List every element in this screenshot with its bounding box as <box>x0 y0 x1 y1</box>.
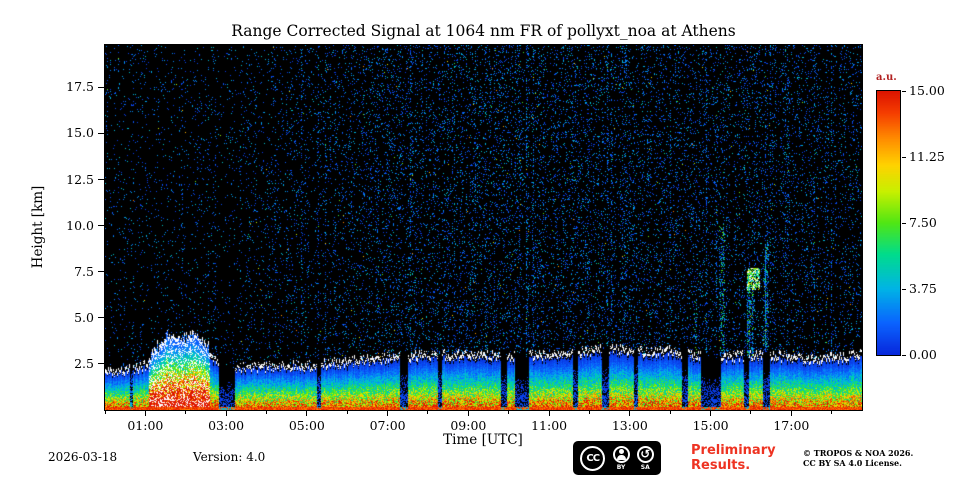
colorbar-tick-label: 7.50 <box>909 215 937 230</box>
share-alike-arrow-icon: ↺ <box>636 445 654 463</box>
y-tick-label: 15.0 <box>66 125 94 141</box>
x-tick-mark <box>790 411 792 416</box>
x-minor-tick-mark <box>185 411 187 414</box>
cc-sa-label: SA <box>640 463 650 471</box>
cc-sa-icon: ↺ SA <box>636 445 654 471</box>
colorbar-tick-mark <box>902 222 906 224</box>
x-tick-mark <box>629 411 631 416</box>
y-tick-mark <box>98 271 104 273</box>
colorbar-tick-label: 11.25 <box>909 149 945 164</box>
x-minor-tick-mark <box>346 411 348 414</box>
y-tick-label: 5.0 <box>74 309 94 325</box>
y-tick-mark <box>98 225 104 227</box>
x-tick-mark <box>710 411 712 416</box>
x-tick-label: 05:00 <box>288 418 325 433</box>
heatmap-canvas <box>104 44 863 411</box>
x-tick-mark <box>306 411 308 416</box>
y-tick-mark <box>98 86 104 88</box>
preliminary-line2: Results. <box>691 458 751 473</box>
preliminary-line1: Preliminary <box>691 443 776 458</box>
x-tick-mark <box>225 411 227 416</box>
y-tick-mark <box>98 179 104 181</box>
cc-icon-text: CC <box>586 452 600 464</box>
measurement-date: 2026-03-18 <box>48 450 118 464</box>
chart-title: Range Corrected Signal at 1064 nm FR of … <box>231 22 736 40</box>
x-minor-tick-mark <box>750 411 752 414</box>
colorbar-tick-mark <box>902 354 906 356</box>
colorbar-tick-mark <box>902 90 906 92</box>
x-tick-mark <box>467 411 469 416</box>
x-minor-tick-mark <box>588 411 590 414</box>
x-tick-label: 03:00 <box>208 418 245 433</box>
x-minor-tick-mark <box>669 411 671 414</box>
x-minor-tick-mark <box>104 411 106 414</box>
x-tick-label: 07:00 <box>369 418 406 433</box>
x-minor-tick-mark <box>265 411 267 414</box>
colorbar-tick-mark <box>902 288 906 290</box>
x-tick-label: 15:00 <box>692 418 729 433</box>
x-tick-mark <box>387 411 389 416</box>
y-tick-mark <box>98 317 104 319</box>
x-minor-tick-mark <box>427 411 429 414</box>
x-axis-label: Time [UTC] <box>443 432 523 448</box>
x-tick-label: 01:00 <box>127 418 164 433</box>
preliminary-results-note: Preliminary Results. <box>691 443 776 473</box>
y-tick-mark <box>98 363 104 365</box>
copyright-line1: © TROPOS & NOA 2026. <box>803 448 914 458</box>
x-minor-tick-mark <box>508 411 510 414</box>
x-tick-label: 13:00 <box>611 418 648 433</box>
copyright-note: © TROPOS & NOA 2026. CC BY SA 4.0 Licens… <box>803 448 913 468</box>
colorbar-tick-mark <box>902 156 906 158</box>
colorbar-canvas <box>876 90 901 356</box>
y-tick-label: 7.5 <box>74 263 94 279</box>
person-icon <box>612 445 630 463</box>
version-label: Version: 4.0 <box>193 450 266 464</box>
colorbar-unit-label: a.u. <box>876 72 897 83</box>
colorbar-tick-label: 3.75 <box>909 281 937 296</box>
x-minor-tick-mark <box>831 411 833 414</box>
x-tick-label: 11:00 <box>531 418 568 433</box>
x-tick-label: 17:00 <box>773 418 810 433</box>
x-tick-label: 09:00 <box>450 418 487 433</box>
colorbar-tick-label: 0.00 <box>909 347 937 362</box>
x-tick-mark <box>144 411 146 416</box>
x-tick-mark <box>548 411 550 416</box>
cc-license-badge: CC BY ↺ SA <box>573 441 661 475</box>
y-tick-label: 10.0 <box>66 217 94 233</box>
copyright-line2: CC BY SA 4.0 License. <box>803 458 902 468</box>
colorbar-tick-label: 15.00 <box>909 83 945 98</box>
y-tick-mark <box>98 132 104 134</box>
cc-by-label: BY <box>616 463 626 471</box>
y-tick-label: 17.5 <box>66 79 94 95</box>
y-tick-label: 2.5 <box>74 355 94 371</box>
y-tick-label: 12.5 <box>66 171 94 187</box>
cc-icon: CC <box>580 445 606 471</box>
cc-by-icon: BY <box>612 445 630 471</box>
